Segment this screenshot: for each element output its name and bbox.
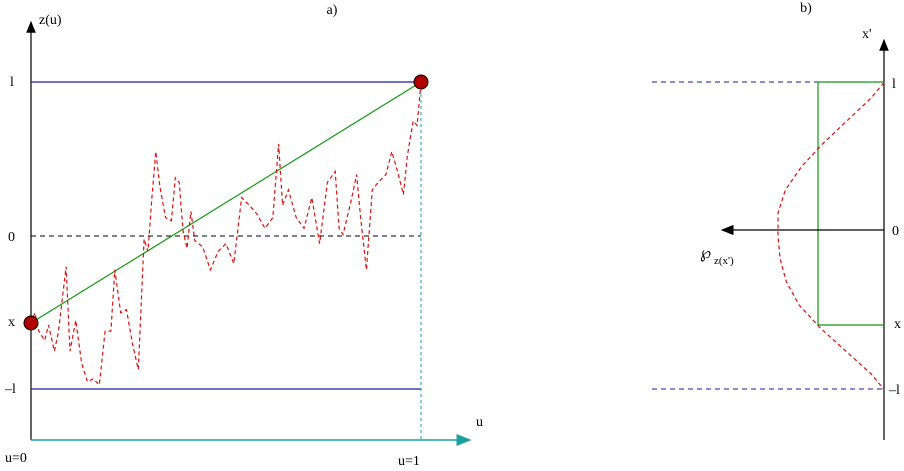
x-prime-axis-label: x' xyxy=(862,27,872,42)
density-curve xyxy=(777,82,885,390)
tick-minus-l: –l xyxy=(4,382,16,397)
tick-x: x xyxy=(8,315,15,330)
panel-a: a) z(u) u u=0 u=1 l 0 x –l xyxy=(4,3,483,469)
b-tick-minus-l: –l xyxy=(888,383,900,398)
panel-b: b) x' l 0 x –l ℘ z(x') xyxy=(652,1,901,440)
panel-a-title: a) xyxy=(327,3,338,18)
uniform-rect xyxy=(817,81,884,326)
panel-b-title: b) xyxy=(800,1,812,16)
b-tick-l: l xyxy=(892,77,896,92)
random-walk-path xyxy=(30,82,422,387)
tick-l: l xyxy=(10,75,14,90)
u-end-label: u=1 xyxy=(398,454,420,469)
b-tick-zero: 0 xyxy=(892,224,899,239)
density-symbol: ℘ xyxy=(700,245,711,262)
b-tick-x: x xyxy=(894,317,901,332)
tick-zero: 0 xyxy=(8,230,15,245)
end-point-marker xyxy=(413,74,429,90)
start-point-marker xyxy=(23,315,39,331)
density-subscript: z(x') xyxy=(714,255,734,267)
z-axis-label: z(u) xyxy=(39,13,62,28)
u-start-label: u=0 xyxy=(5,451,27,466)
straight-path-line xyxy=(30,81,422,324)
u-axis-label: u xyxy=(476,415,483,430)
